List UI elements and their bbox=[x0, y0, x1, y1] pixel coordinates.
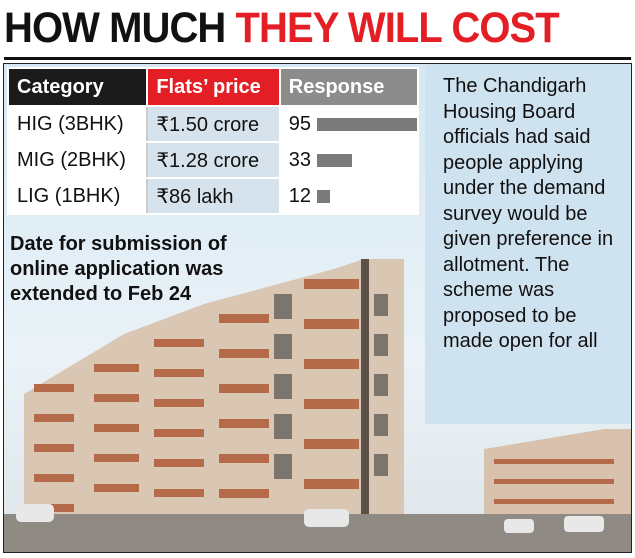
headline: HOW MUCH THEY WILL COST bbox=[4, 2, 587, 54]
infographic-panel: Category Flats’ price Response HIG (3BHK… bbox=[3, 63, 632, 553]
row-price: ₹86 lakh bbox=[146, 177, 281, 215]
row-category: MIG (2BHK) bbox=[6, 141, 149, 179]
deadline-note: Date for submission of online applicatio… bbox=[10, 233, 227, 305]
row-response-cell: 12 bbox=[278, 177, 420, 215]
response-bar bbox=[317, 117, 417, 131]
header-price: Flats’ price bbox=[146, 67, 281, 107]
table-row: LIG (1BHK) ₹86 lakh 12 bbox=[6, 177, 420, 215]
row-category: LIG (1BHK) bbox=[6, 177, 149, 215]
header-response: Response bbox=[278, 67, 420, 107]
table-row: MIG (2BHK) ₹1.28 crore 33 bbox=[6, 141, 420, 179]
response-bar bbox=[317, 153, 352, 167]
row-price: ₹1.28 crore bbox=[146, 141, 281, 179]
table-header-row: Category Flats’ price Response bbox=[6, 67, 420, 107]
row-response: 95 bbox=[288, 112, 311, 135]
row-response: 33 bbox=[288, 148, 311, 171]
headline-part-1: HOW MUCH bbox=[4, 4, 236, 52]
row-response-cell: 33 bbox=[278, 141, 420, 179]
row-response: 12 bbox=[288, 184, 311, 207]
row-category: HIG (3BHK) bbox=[6, 105, 149, 143]
header-category: Category bbox=[6, 67, 149, 107]
row-price: ₹1.50 crore bbox=[146, 105, 281, 143]
apartment-building-photo bbox=[4, 259, 631, 552]
sidebar-note: The Chandigarh Housing Board officials h… bbox=[425, 64, 631, 424]
response-bar bbox=[317, 189, 330, 203]
price-table: Category Flats’ price Response HIG (3BHK… bbox=[6, 67, 420, 215]
table-row: HIG (3BHK) ₹1.50 crore 95 bbox=[6, 105, 420, 143]
headline-rule bbox=[4, 57, 631, 60]
headline-part-2: THEY WILL COST bbox=[235, 4, 560, 52]
row-response-cell: 95 bbox=[278, 105, 420, 143]
